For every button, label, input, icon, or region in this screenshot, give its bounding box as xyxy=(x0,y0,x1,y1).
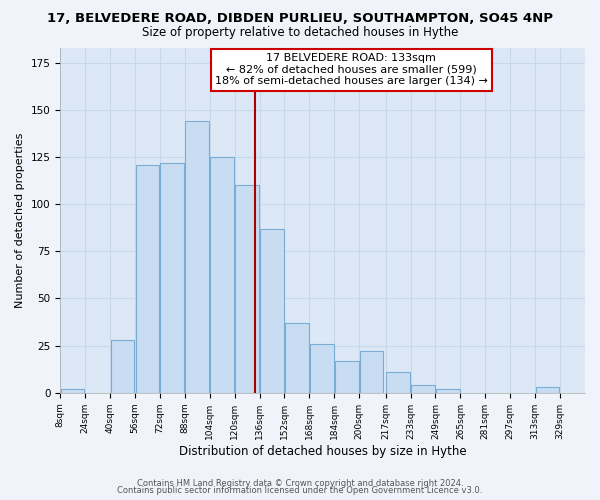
Bar xyxy=(185,121,209,393)
Bar xyxy=(436,389,460,393)
Text: Contains HM Land Registry data © Crown copyright and database right 2024.: Contains HM Land Registry data © Crown c… xyxy=(137,478,463,488)
Bar xyxy=(411,386,435,393)
X-axis label: Distribution of detached houses by size in Hythe: Distribution of detached houses by size … xyxy=(179,444,466,458)
Bar xyxy=(386,372,410,393)
Bar xyxy=(110,340,134,393)
Text: Contains public sector information licensed under the Open Government Licence v3: Contains public sector information licen… xyxy=(118,486,482,495)
Bar xyxy=(260,228,284,393)
Y-axis label: Number of detached properties: Number of detached properties xyxy=(15,132,25,308)
Bar xyxy=(235,186,259,393)
Bar xyxy=(285,323,309,393)
Text: Size of property relative to detached houses in Hythe: Size of property relative to detached ho… xyxy=(142,26,458,39)
Bar xyxy=(160,162,184,393)
Text: 17, BELVEDERE ROAD, DIBDEN PURLIEU, SOUTHAMPTON, SO45 4NP: 17, BELVEDERE ROAD, DIBDEN PURLIEU, SOUT… xyxy=(47,12,553,26)
Bar xyxy=(61,389,85,393)
Bar xyxy=(360,352,383,393)
Bar xyxy=(210,157,234,393)
Bar xyxy=(310,344,334,393)
Text: 17 BELVEDERE ROAD: 133sqm
← 82% of detached houses are smaller (599)
18% of semi: 17 BELVEDERE ROAD: 133sqm ← 82% of detac… xyxy=(215,53,488,86)
Bar xyxy=(335,361,359,393)
Bar xyxy=(136,164,159,393)
Bar xyxy=(536,387,559,393)
